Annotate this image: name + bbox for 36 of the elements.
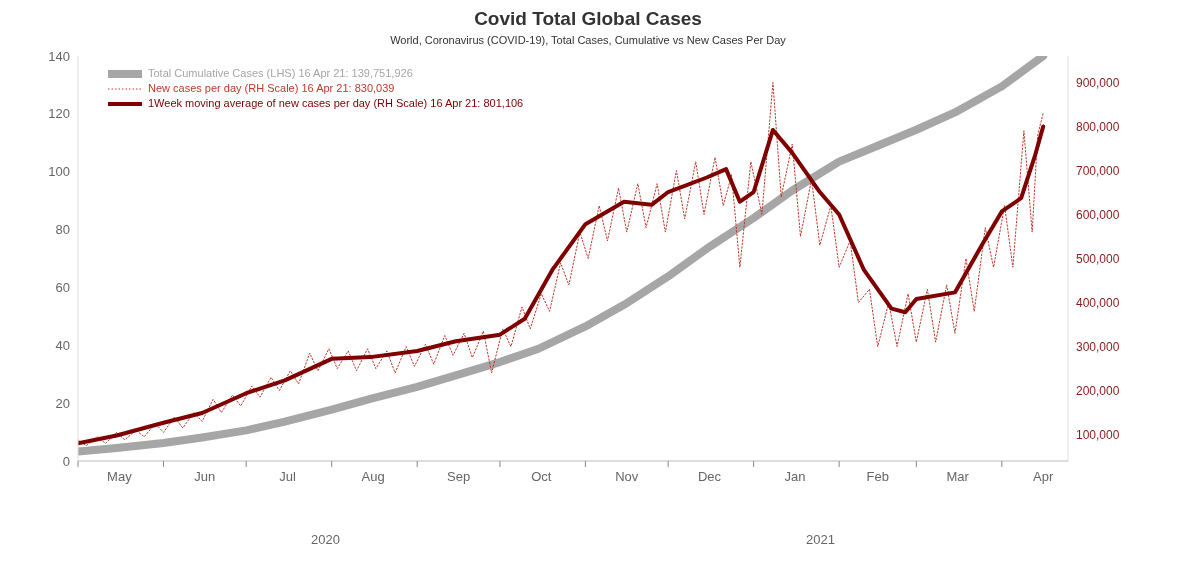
y2-tick-label: 400,000 <box>1076 295 1120 310</box>
y-tick-label: 120 <box>48 106 70 122</box>
y2-tick-label: 100,000 <box>1076 427 1120 442</box>
y2-tick-label: 300,000 <box>1076 339 1120 354</box>
text: 2021 <box>806 532 835 547</box>
x-tick-label: May <box>107 469 133 484</box>
y2-tick-label: 900,000 <box>1076 75 1120 90</box>
x-tick-label: Aug <box>361 469 385 484</box>
y2-tick-label: 800,000 <box>1076 119 1120 134</box>
y2-tick-label: 500,000 <box>1076 251 1120 266</box>
x-tick-label: Oct <box>531 469 552 484</box>
y-tick-label: 100 <box>48 164 70 180</box>
y-tick-label: 140 <box>48 48 70 64</box>
text: 2020 <box>311 532 340 547</box>
x-tick-label: Jan <box>784 469 806 484</box>
y-tick-label: 80 <box>55 222 70 238</box>
x-tick-label: Dec <box>697 469 722 484</box>
y-tick-label: 0 <box>62 453 70 469</box>
y2-tick-label: 200,000 <box>1076 383 1120 398</box>
x-tick-label: Sep <box>446 469 471 484</box>
x-tick-label: Mar <box>946 469 970 484</box>
chart-subtitle: World, Coronavirus (COVID-19), Total Cases, Cumulative vs New Cases Per Day <box>389 34 787 46</box>
x-tick-label: Nov <box>615 469 639 484</box>
y2-tick-label: 700,000 <box>1076 163 1120 178</box>
legend-label: 1Week moving average of new cases per day (RH Scale) 16 Apr 21: 801,106 <box>148 96 524 111</box>
x-tick-label: Apr <box>1033 469 1054 484</box>
x-tick-label: Jul <box>279 469 296 484</box>
chart-title: Covid Total Global Cases <box>473 8 703 30</box>
x-tick-label: Jun <box>194 469 216 484</box>
y-tick-label: 20 <box>55 395 70 411</box>
x-tick-label: Feb <box>866 469 889 484</box>
y-tick-label: 40 <box>55 337 70 353</box>
y2-tick-label: 600,000 <box>1076 207 1120 222</box>
y-tick-label: 60 <box>55 280 70 296</box>
legend-label: New cases per day (RH Scale) 16 Apr 21: 830,039 <box>148 81 395 96</box>
legend-label: Total Cumulative Cases (LHS) 16 Apr 21: 139,751,926 <box>148 66 413 81</box>
